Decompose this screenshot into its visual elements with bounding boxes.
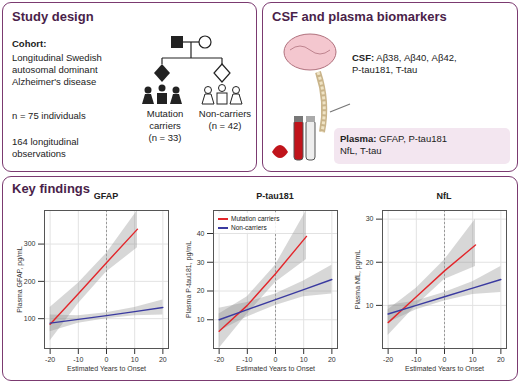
svg-text:-20: -20 — [383, 356, 393, 363]
svg-text:Estimated Years to Onset: Estimated Years to Onset — [67, 365, 146, 372]
svg-text:-20: -20 — [45, 356, 55, 363]
svg-text:20: 20 — [497, 356, 505, 363]
svg-text:-10: -10 — [73, 356, 83, 363]
html-text:Longitudinal Swedish autosomal: Longitudinal Swedish autosomal dominant … — [12, 52, 102, 87]
html-text:Study design: Study design — [12, 9, 94, 24]
svg-text:20: 20 — [366, 258, 374, 265]
html-text:Non-carriers: Non-carriers — [231, 224, 267, 231]
html-text:Mutation carriers: Mutation carriers — [146, 108, 184, 131]
html-text:NfL: NfL — [436, 191, 452, 201]
svg-text:10: 10 — [366, 302, 374, 309]
svg-text:30: 30 — [197, 258, 205, 265]
svg-text:-20: -20 — [214, 356, 224, 363]
html-text:P-tau181: P-tau181 — [256, 191, 294, 201]
svg-text:Plasma NfL, pg/mL: Plasma NfL, pg/mL — [354, 250, 362, 310]
svg-text:300: 300 — [24, 240, 36, 247]
svg-text:0: 0 — [443, 356, 447, 363]
svg-text:Plasma GFAP, pg/mL: Plasma GFAP, pg/mL — [16, 246, 24, 313]
svg-text:40: 40 — [197, 230, 205, 237]
svg-text:10: 10 — [469, 356, 477, 363]
html-text:Mutation carriers: Mutation carriers — [231, 215, 280, 222]
svg-text:Plasma P-tau181, pg/mL: Plasma P-tau181, pg/mL — [185, 241, 193, 318]
svg-text:-10: -10 — [242, 356, 252, 363]
svg-text:Estimated Years to Onset: Estimated Years to Onset — [405, 365, 484, 372]
html-text:Key findings GFAP: Key findings GFAP — [12, 181, 119, 201]
svg-text:10: 10 — [300, 356, 308, 363]
svg-text:0: 0 — [105, 356, 109, 363]
svg-text:-10: -10 — [411, 356, 421, 363]
svg-text:100: 100 — [24, 315, 36, 322]
svg-text:30: 30 — [366, 215, 374, 222]
svg-text:200: 200 — [24, 278, 36, 285]
svg-text:20: 20 — [197, 287, 205, 294]
svg-text:20: 20 — [159, 356, 167, 363]
svg-text:10: 10 — [197, 316, 205, 323]
svg-text:20: 20 — [328, 356, 336, 363]
html-text:(n = 33): (n = 33) — [148, 131, 182, 143]
html-text:n = 75 individuals: n = 75 individuals — [12, 110, 86, 121]
html-text:Cohort:: Cohort: — [12, 38, 47, 49]
html-text:Non-carriers: Non-carriers — [198, 108, 252, 119]
html-text:P-tau181, T-tau: P-tau181, T-tau — [352, 63, 418, 75]
html-text:Plasma: GFAP, P-tau181: Plasma: GFAP, P-tau181 — [340, 133, 447, 144]
svg-text:10: 10 — [131, 356, 139, 363]
html-text:CSF and plasma biomarkers: CSF and plasma biomarkers — [272, 9, 447, 24]
html-text:(n = 42): (n = 42) — [208, 119, 242, 131]
svg-text:Estimated Years to Onset: Estimated Years to Onset — [236, 365, 315, 372]
html-text:NfL, T-tau: NfL, T-tau — [340, 144, 382, 156]
html-text:164 longitudinal observations: 164 longitudinal observations — [12, 136, 79, 159]
html-text:CSF: Aβ38, Aβ40, Aβ42,: CSF: Aβ38, Aβ40, Aβ42, — [352, 52, 457, 63]
svg-text:0: 0 — [274, 356, 278, 363]
